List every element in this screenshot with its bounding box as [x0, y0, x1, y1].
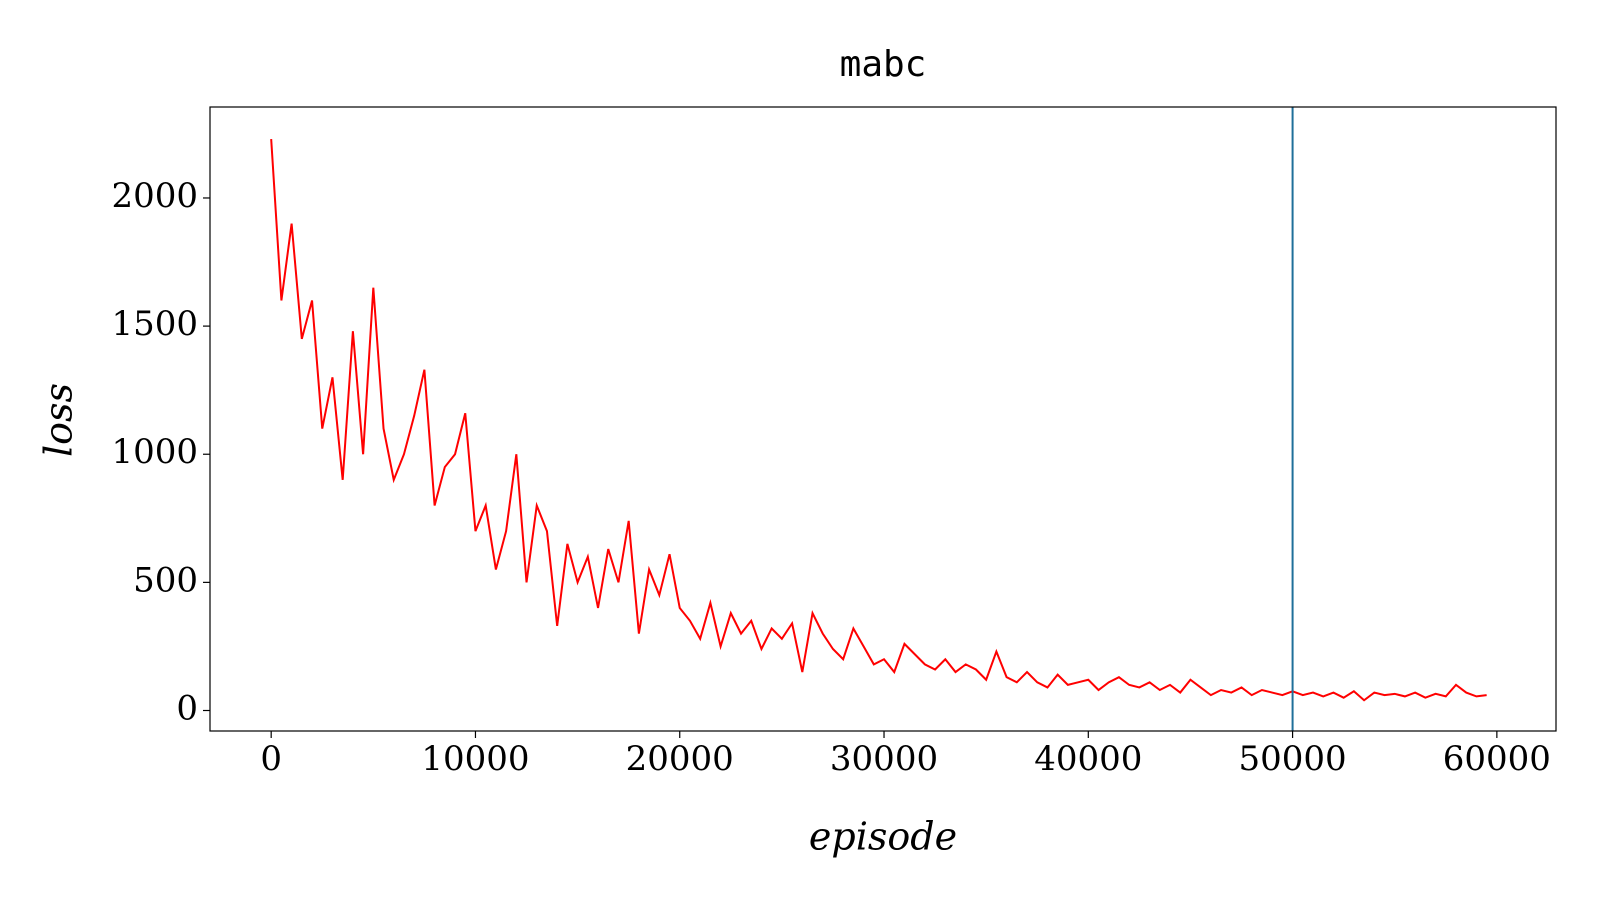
x-tick-label: 20000 [626, 739, 734, 779]
plot-frame [209, 106, 1557, 732]
x-tick-label: 40000 [1034, 739, 1142, 779]
x-tick-label: 10000 [421, 739, 529, 779]
x-tick-label: 0 [260, 739, 282, 779]
x-axis-label: episode [809, 815, 957, 859]
x-tick-label: 60000 [1443, 739, 1551, 779]
y-tick-label: 1000 [111, 432, 198, 472]
y-tick-label: 1500 [111, 304, 198, 344]
y-tick-label: 0 [176, 688, 198, 728]
chart-title: mabc [840, 44, 927, 85]
y-axis-label: loss [37, 383, 81, 457]
y-tick-label: 2000 [111, 176, 198, 216]
x-tick-label: 50000 [1238, 739, 1346, 779]
y-tick-label: 500 [133, 560, 198, 600]
x-tick-label: 30000 [830, 739, 938, 779]
loss-line [270, 138, 1487, 702]
